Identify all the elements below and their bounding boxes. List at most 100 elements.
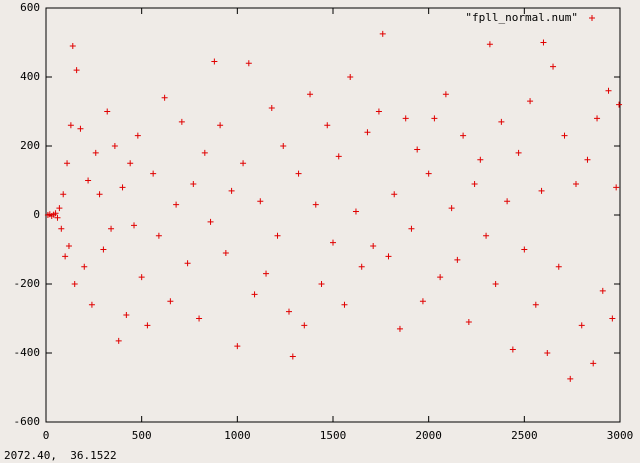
- point: [161, 94, 168, 101]
- point: [312, 201, 319, 208]
- point: [196, 315, 203, 322]
- y-tick-label: -200: [14, 277, 41, 290]
- point: [92, 149, 99, 156]
- point: [127, 160, 134, 167]
- point: [448, 205, 455, 212]
- point: [364, 129, 371, 136]
- point: [347, 74, 354, 80]
- plot-border: [45, 7, 621, 423]
- point: [190, 180, 197, 187]
- point: [599, 287, 606, 294]
- point: [515, 149, 522, 156]
- point: [594, 115, 601, 122]
- point: [138, 274, 145, 281]
- point: [425, 170, 432, 177]
- y-tick-label: -400: [14, 346, 41, 359]
- point: [64, 160, 71, 167]
- point: [173, 201, 180, 208]
- point: [419, 298, 426, 305]
- point: [616, 101, 623, 108]
- point: [431, 115, 438, 122]
- point: [550, 63, 557, 70]
- point: [115, 337, 122, 344]
- point: [578, 322, 585, 329]
- point: [251, 291, 258, 298]
- point: [324, 122, 331, 129]
- y-tick-label: -600: [14, 415, 41, 428]
- point: [385, 253, 392, 260]
- point: [100, 246, 107, 253]
- point: [572, 180, 579, 187]
- point: [613, 184, 620, 191]
- point: [379, 30, 386, 37]
- x-tick-label: 2500: [511, 429, 538, 442]
- y-tick-label: 400: [20, 70, 40, 83]
- point: [144, 322, 151, 329]
- point: [217, 122, 224, 129]
- point: [492, 281, 499, 287]
- point: [96, 191, 103, 198]
- point: [477, 156, 484, 163]
- point: [521, 246, 528, 253]
- point: [504, 198, 511, 205]
- point: [437, 274, 444, 281]
- point: [52, 210, 59, 217]
- x-tick-label: 3000: [607, 429, 634, 442]
- point: [71, 281, 78, 287]
- point: [590, 360, 597, 367]
- point: [609, 315, 616, 322]
- point: [240, 160, 247, 167]
- point: [561, 132, 568, 139]
- x-tick-label: 1000: [224, 429, 251, 442]
- point: [155, 232, 162, 239]
- point: [396, 325, 403, 332]
- point: [207, 218, 214, 225]
- point: [527, 98, 534, 105]
- point: [540, 39, 547, 46]
- y-tick-label: 600: [20, 1, 40, 14]
- point: [54, 214, 61, 221]
- point: [108, 225, 115, 232]
- point: [77, 125, 84, 132]
- point: [228, 187, 235, 194]
- status-bar: 2072.40, 36.1522: [4, 449, 117, 462]
- point: [460, 132, 467, 139]
- point: [150, 170, 157, 177]
- point: [402, 115, 409, 122]
- point: [60, 191, 67, 198]
- point: [245, 60, 252, 67]
- x-tick-label: 2000: [415, 429, 442, 442]
- point: [268, 105, 275, 112]
- point: [81, 263, 88, 270]
- point: [274, 232, 281, 239]
- legend-marker: [589, 15, 595, 21]
- point: [178, 118, 185, 125]
- point: [352, 208, 359, 215]
- point: [167, 298, 174, 305]
- x-tick-label: 0: [43, 429, 50, 442]
- point: [408, 225, 415, 232]
- point: [69, 42, 76, 49]
- point: [584, 156, 591, 163]
- x-tick-label: 500: [132, 429, 152, 442]
- point: [391, 191, 398, 198]
- point: [56, 205, 63, 212]
- point: [65, 243, 72, 250]
- point: [335, 153, 342, 160]
- point: [375, 108, 382, 115]
- point: [104, 108, 111, 115]
- point: [85, 177, 92, 184]
- point: [318, 281, 325, 287]
- point: [544, 350, 551, 356]
- point: [465, 318, 472, 325]
- point: [295, 170, 302, 177]
- point: [442, 91, 449, 98]
- y-tick-label: 0: [33, 208, 40, 221]
- point: [483, 232, 490, 239]
- point: [301, 322, 308, 329]
- point: [471, 180, 478, 187]
- point: [134, 132, 141, 139]
- point: [555, 263, 562, 270]
